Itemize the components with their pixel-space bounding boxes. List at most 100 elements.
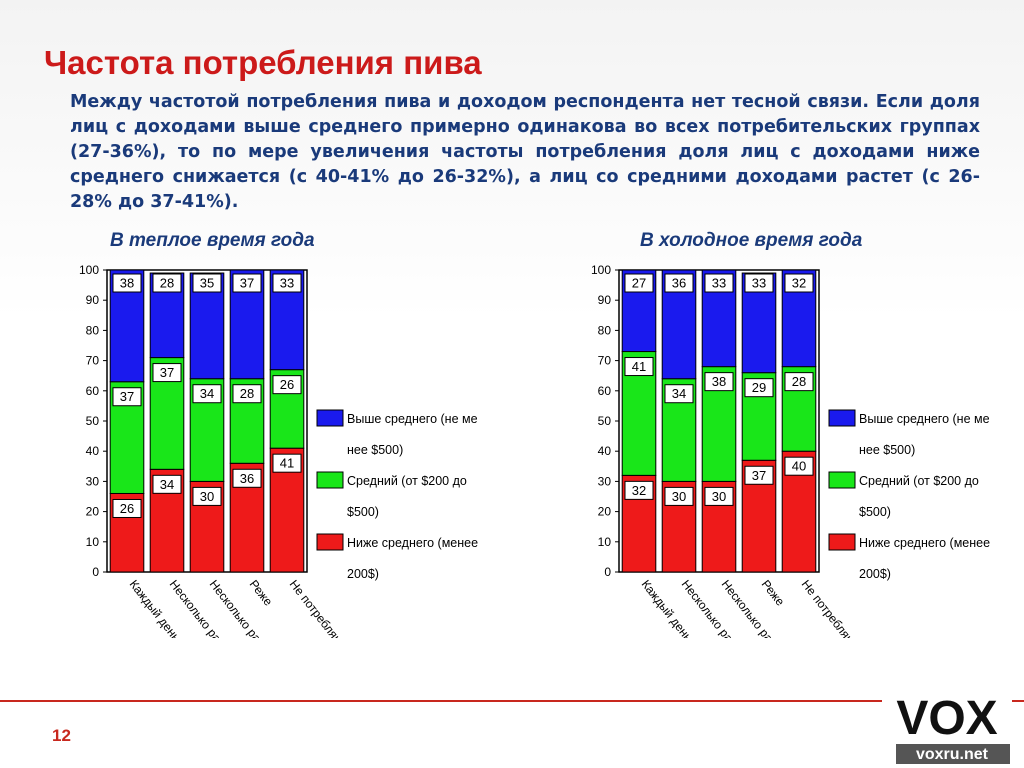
warm-y-tick-label: 10 — [86, 535, 100, 549]
warm-data-label-box — [192, 486, 222, 506]
warm-legend-swatch — [316, 533, 344, 551]
warm-data-label-box — [192, 273, 222, 293]
cold-y-tick-label: 90 — [598, 293, 612, 307]
cold-data-label-box — [624, 480, 654, 500]
warm-data-label: 37 — [160, 365, 174, 380]
warm-y-tick-label: 30 — [86, 474, 100, 488]
warm-y-tick-label: 40 — [86, 444, 100, 458]
warm-data-label-box — [152, 273, 182, 293]
chart-title-cold: В холодное время года — [640, 230, 863, 251]
cold-data-label-box — [744, 273, 774, 293]
warm-data-label: 28 — [240, 386, 254, 401]
cold-legend-swatch — [828, 471, 856, 489]
cold-data-label-box — [664, 384, 694, 404]
cold-data-label-box — [784, 456, 814, 476]
cold-data-label: 33 — [712, 276, 726, 291]
cold-y-tick-label: 10 — [598, 535, 612, 549]
svg-text:VOX: VOX — [896, 692, 997, 745]
cold-data-label-box — [784, 372, 814, 392]
cold-legend-label: Средний (от $200 до — [859, 474, 979, 488]
warm-data-label: 35 — [200, 276, 214, 291]
cold-data-label-box — [664, 273, 694, 293]
cold-y-tick-label: 30 — [598, 474, 612, 488]
chart-title-warm: В теплое время года — [110, 230, 315, 251]
cold-data-label-box — [744, 378, 774, 398]
warm-data-label: 28 — [160, 276, 174, 291]
vox-logo: VOX voxru.net — [882, 688, 1012, 766]
cold-data-label: 29 — [752, 380, 766, 395]
warm-y-tick-label: 80 — [86, 323, 100, 337]
svg-text:voxru.net: voxru.net — [916, 746, 989, 763]
warm-data-label: 37 — [240, 276, 254, 291]
warm-data-label-box — [232, 273, 262, 293]
cold-data-label-box — [624, 357, 654, 377]
warm-data-label: 33 — [280, 276, 294, 291]
cold-data-label: 30 — [712, 489, 726, 504]
warm-y-tick-label: 100 — [79, 263, 99, 277]
warm-data-label-box — [272, 375, 302, 395]
slide-title: Частота потребления пива — [44, 44, 482, 81]
warm-legend-swatch — [316, 471, 344, 489]
warm-data-label-box — [192, 384, 222, 404]
warm-x-category-label: Не потребляю в это врем — [287, 577, 385, 638]
cold-data-label: 27 — [632, 276, 646, 291]
background-texture — [0, 0, 1024, 320]
warm-y-tick-label: 0 — [92, 565, 99, 579]
cold-y-tick-label: 40 — [598, 444, 612, 458]
warm-y-tick-label: 70 — [86, 354, 100, 368]
warm-legend-label: Средний (от $200 до — [347, 474, 467, 488]
cold-data-label: 34 — [672, 386, 686, 401]
cold-data-label-box — [784, 273, 814, 293]
warm-legend-label: Ниже среднего (менее — [347, 536, 478, 550]
cold-data-label: 38 — [712, 374, 726, 389]
cold-data-label: 40 — [792, 459, 806, 474]
cold-x-category-label: Не потребляю в это врем — [799, 577, 897, 638]
cold-legend-swatch — [828, 533, 856, 551]
warm-y-tick-label: 60 — [86, 384, 100, 398]
cold-data-label: 32 — [792, 276, 806, 291]
warm-data-label: 34 — [200, 386, 214, 401]
warm-data-label-box — [112, 498, 142, 518]
cold-data-label: 37 — [752, 468, 766, 483]
warm-y-tick-label: 20 — [86, 505, 100, 519]
warm-data-label: 38 — [120, 276, 134, 291]
warm-data-label-box — [112, 273, 142, 293]
cold-y-tick-label: 60 — [598, 384, 612, 398]
cold-legend-label: нее $500) — [859, 443, 915, 457]
cold-data-label: 36 — [672, 276, 686, 291]
warm-data-label: 34 — [160, 477, 174, 492]
cold-y-tick-label: 20 — [598, 505, 612, 519]
warm-data-label: 36 — [240, 471, 254, 486]
cold-y-tick-label: 80 — [598, 323, 612, 337]
warm-data-label-box — [152, 474, 182, 494]
warm-legend-swatch — [316, 409, 344, 427]
cold-legend-swatch — [828, 409, 856, 427]
cold-x-category-label: Реже — [759, 577, 788, 609]
cold-data-label-box — [624, 273, 654, 293]
cold-data-label: 30 — [672, 489, 686, 504]
cold-data-label: 28 — [792, 374, 806, 389]
cold-legend-label: 200$) — [859, 567, 891, 581]
warm-data-label-box — [232, 384, 262, 404]
warm-x-category-label: Реже — [247, 577, 276, 609]
warm-legend-label: $500) — [347, 505, 379, 519]
warm-data-label: 26 — [280, 377, 294, 392]
warm-legend-label: 200$) — [347, 567, 379, 581]
warm-data-label-box — [272, 453, 302, 473]
cold-legend-label: Ниже среднего (менее — [859, 536, 990, 550]
cold-data-label: 41 — [632, 359, 646, 374]
cold-data-label-box — [704, 273, 734, 293]
cold-data-label-box — [704, 486, 734, 506]
warm-legend-label: Выше среднего (не ме — [347, 412, 478, 426]
cold-legend-label: $500) — [859, 505, 891, 519]
warm-data-label-box — [232, 468, 262, 488]
cold-data-label: 32 — [632, 483, 646, 498]
cold-data-label-box — [704, 372, 734, 392]
warm-data-label-box — [272, 273, 302, 293]
warm-data-label: 37 — [120, 389, 134, 404]
warm-legend-label: нее $500) — [347, 443, 403, 457]
warm-y-tick-label: 50 — [86, 414, 100, 428]
warm-data-label: 30 — [200, 489, 214, 504]
